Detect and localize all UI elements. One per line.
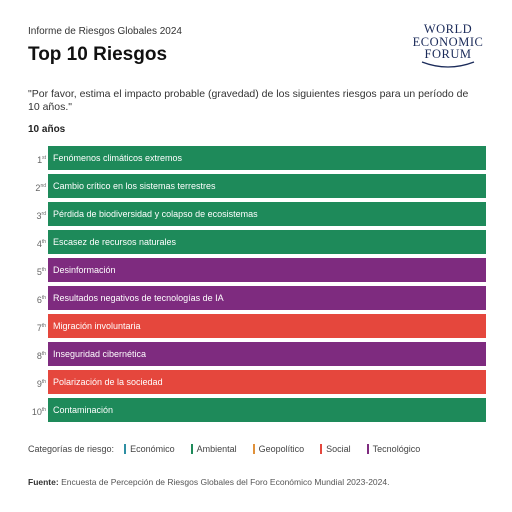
wef-logo: WORLD ECONOMIC FORUM — [408, 23, 488, 69]
risk-rank-suffix: th — [41, 407, 46, 413]
risk-rank-suffix: rd — [41, 211, 46, 217]
legend-swatch — [190, 444, 193, 454]
legend-label: Tecnológico — [372, 444, 421, 454]
risk-rank: 9th — [28, 370, 48, 394]
legend-swatch — [252, 444, 255, 454]
risk-row: 10th Contaminación — [28, 398, 486, 422]
time-horizon-label: 10 años — [28, 124, 66, 135]
risk-rank-number: 4 — [36, 239, 42, 249]
source-label: Fuente: — [28, 477, 59, 487]
source-text: Encuesta de Percepción de Riesgos Global… — [61, 477, 390, 487]
legend-swatch — [320, 444, 323, 454]
risk-rank-suffix: th — [41, 239, 46, 245]
risk-bar: Pérdida de biodiversidad y colapso de ec… — [48, 202, 486, 226]
risk-bar: Cambio crítico en los sistemas terrestre… — [48, 174, 486, 198]
legend-item: Económico — [124, 444, 175, 454]
risk-list: 1st Fenómenos climáticos extremos 2nd Cambi… — [28, 146, 486, 426]
legend-label: Social — [326, 444, 351, 454]
risk-bar: Desinformación — [48, 258, 486, 282]
risk-rank-suffix: th — [41, 351, 46, 357]
legend-items: Económico Ambiental Geopolítico Social Tecno… — [124, 444, 436, 454]
risk-row: 7th Migración involuntaria — [28, 314, 486, 338]
risk-bar: Migración involuntaria — [48, 314, 486, 338]
legend-swatch — [366, 444, 369, 454]
risk-bar: Fenómenos climáticos extremos — [48, 146, 486, 170]
legend-label: Geopolítico — [258, 444, 305, 454]
risk-bar: Resultados negativos de tecnologías de I… — [48, 286, 486, 310]
risk-rank-number: 2 — [35, 183, 41, 193]
risk-rank-suffix: th — [41, 295, 46, 301]
risk-rank: 3rd — [28, 202, 48, 226]
risk-rank-number: 6 — [36, 295, 42, 305]
risk-rank-number: 3 — [36, 211, 42, 221]
survey-question: "Por favor, estima el impacto probable (… — [28, 88, 469, 113]
logo-arc-icon — [421, 60, 475, 68]
risk-category-legend: Categorías de riesgo: Económico Ambiental… — [28, 444, 436, 454]
risk-rank-suffix: th — [41, 379, 46, 385]
risk-rank: 4th — [28, 230, 48, 254]
logo-line-economic: ECONOMIC — [412, 34, 484, 49]
risk-rank: 6th — [28, 286, 48, 310]
risk-rank: 8th — [28, 342, 48, 366]
risk-rank-number: 9 — [36, 379, 42, 389]
risk-row: 9th Polarización de la sociedad — [28, 370, 486, 394]
legend-item: Ambiental — [190, 444, 237, 454]
legend-title: Categorías de riesgo: — [28, 444, 115, 454]
legend-item: Geopolítico — [252, 444, 305, 454]
risk-rank: 10th — [28, 398, 48, 422]
risk-rank-number: 7 — [36, 323, 42, 333]
risk-row: 6th Resultados negativos de tecnologías d… — [28, 286, 486, 310]
risk-rank-number: 10 — [31, 407, 42, 417]
risk-bar: Polarización de la sociedad — [48, 370, 486, 394]
legend-swatch — [124, 444, 127, 454]
logo-line-forum: FORUM — [424, 47, 472, 61]
risk-rank-suffix: nd — [40, 183, 46, 189]
risk-rank-suffix: th — [41, 323, 46, 329]
legend-label: Ambiental — [196, 444, 237, 454]
risk-rank: 5th — [28, 258, 48, 282]
risk-rank: 7th — [28, 314, 48, 338]
risk-bar: Contaminación — [48, 398, 486, 422]
risk-rank-suffix: th — [41, 267, 46, 273]
risk-row: 2nd Cambio crítico en los sistemas terres… — [28, 174, 486, 198]
legend-item: Tecnológico — [366, 444, 421, 454]
risk-row: 1st Fenómenos climáticos extremos — [28, 146, 486, 170]
risk-rank-suffix: st — [42, 155, 46, 161]
risk-rank: 2nd — [28, 174, 48, 198]
risk-rank: 1st — [28, 146, 48, 170]
report-label: Informe de Riesgos Globales 2024 — [28, 26, 182, 37]
risk-row: 3rd Pérdida de biodiversidad y colapso de… — [28, 202, 486, 226]
logo-line-world: WORLD — [423, 22, 473, 36]
risk-row: 8th Inseguridad cibernética — [28, 342, 486, 366]
source-note: Fuente: Encuesta de Percepción de Riesgo… — [28, 477, 488, 487]
risk-bar: Escasez de recursos naturales — [48, 230, 486, 254]
risk-rank-number: 1 — [37, 155, 43, 165]
legend-item: Social — [320, 444, 351, 454]
risk-bar: Inseguridad cibernética — [48, 342, 486, 366]
risk-row: 5th Desinformación — [28, 258, 486, 282]
risk-rank-number: 8 — [36, 351, 42, 361]
risk-rank-number: 5 — [36, 267, 42, 277]
legend-label: Económico — [130, 444, 175, 454]
risk-row: 4th Escasez de recursos naturales — [28, 230, 486, 254]
page-title: Top 10 Riesgos — [28, 44, 168, 65]
